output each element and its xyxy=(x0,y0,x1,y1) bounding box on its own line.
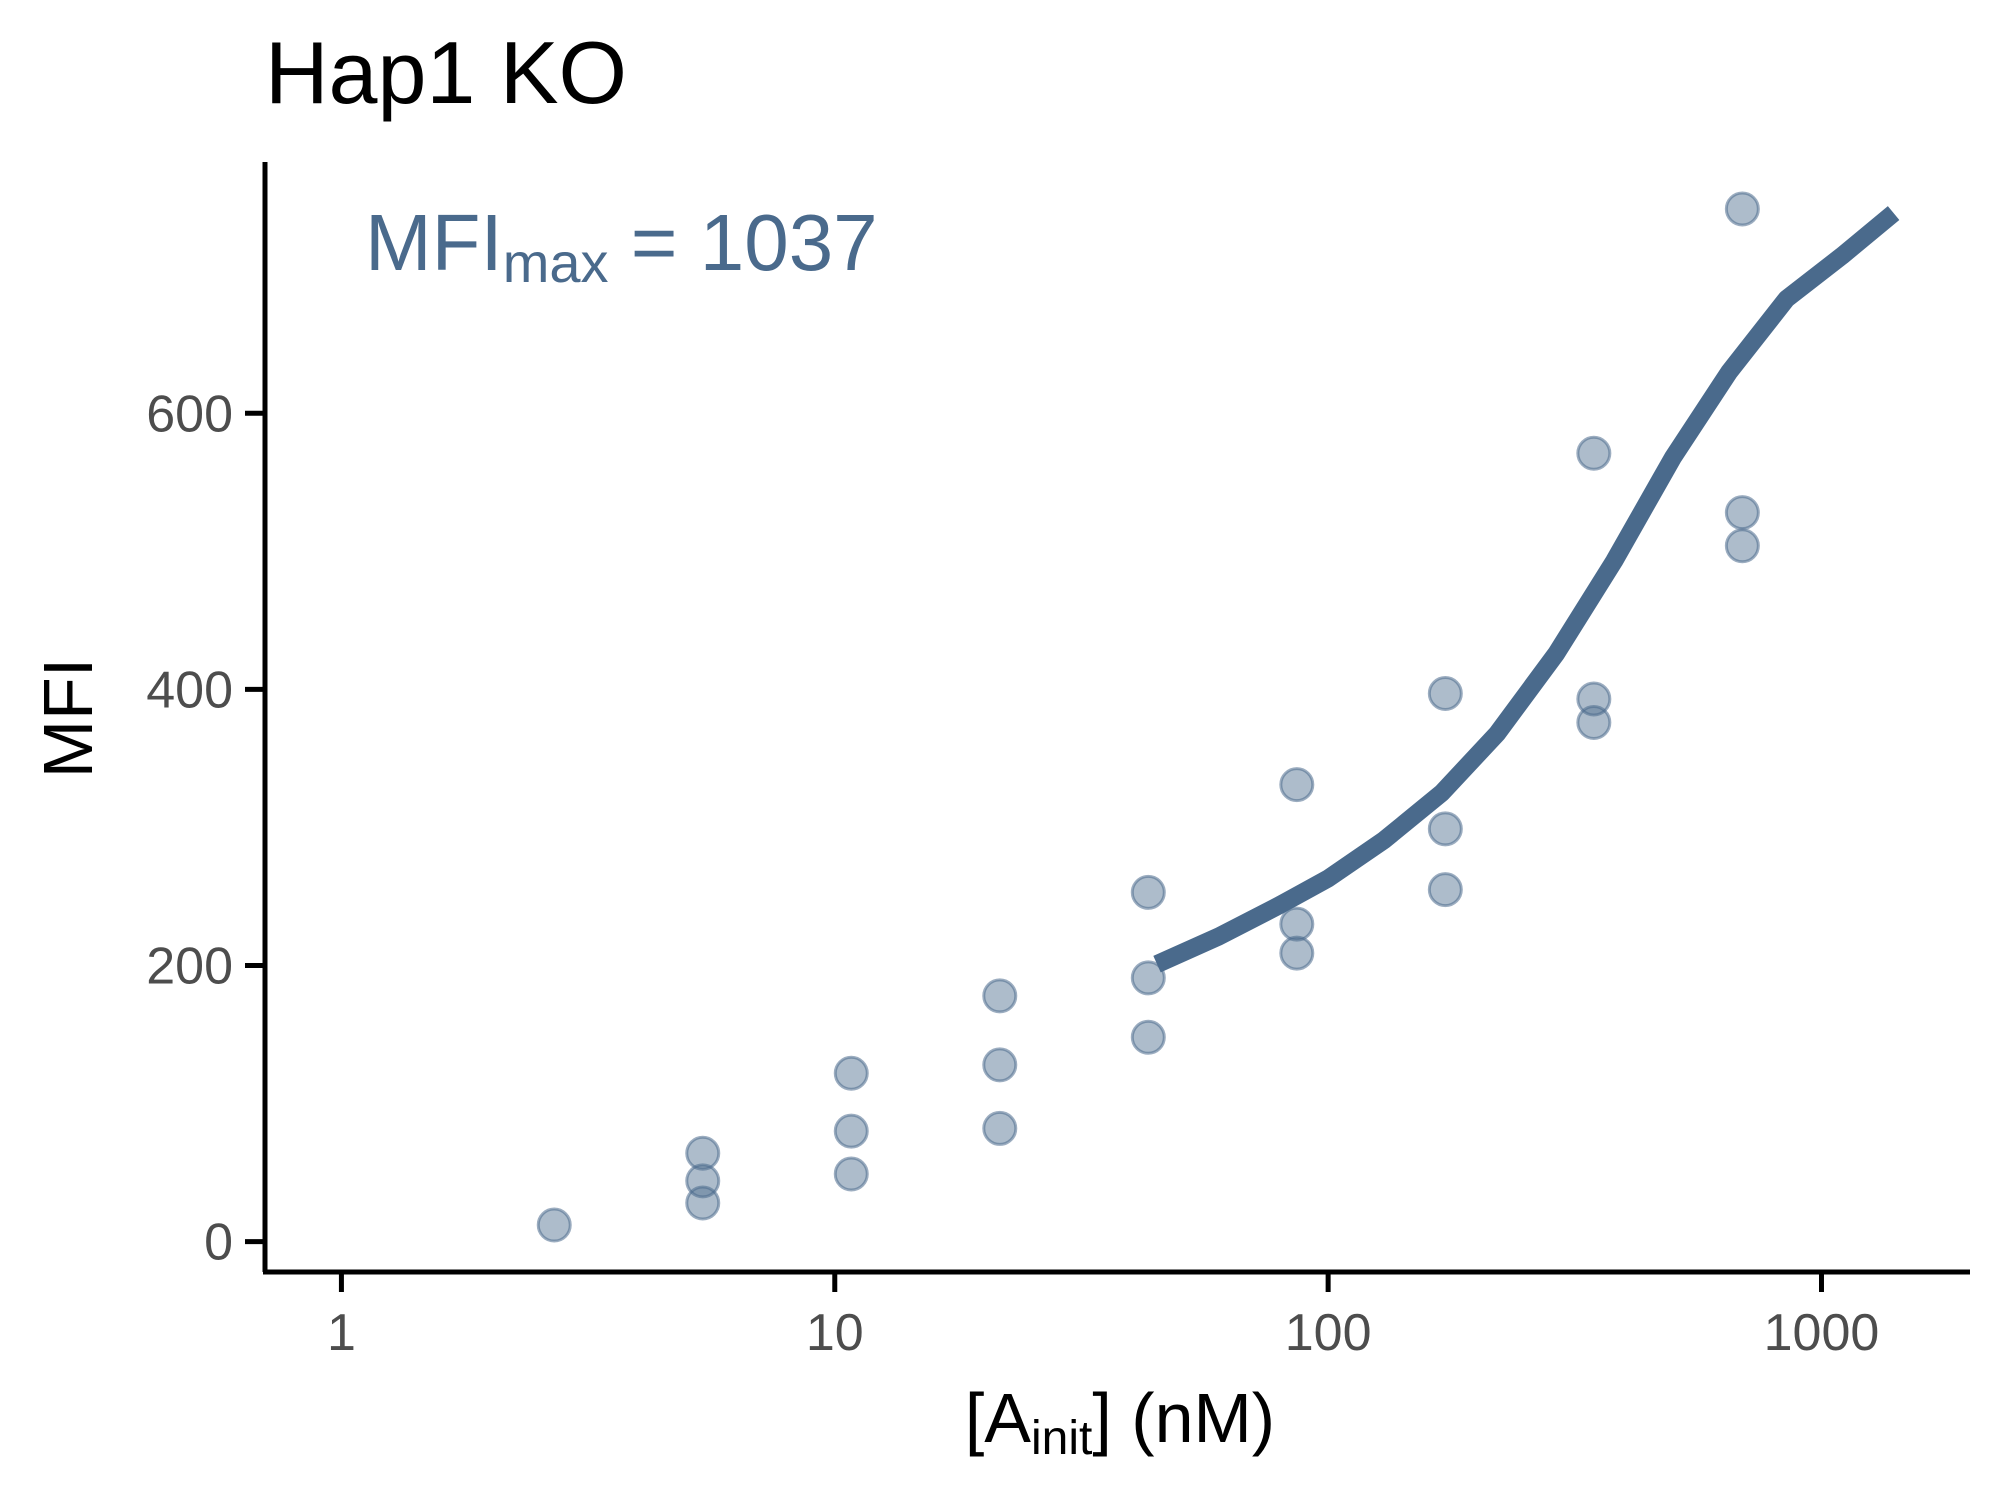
data-point xyxy=(1279,935,1315,971)
data-point xyxy=(1576,681,1612,717)
y-tick-label: 0 xyxy=(204,1214,233,1272)
data-point xyxy=(1724,528,1760,564)
annotation-sub: max xyxy=(503,231,609,294)
data-point xyxy=(833,1055,869,1091)
data-points xyxy=(536,191,1760,1243)
x-axis-label: [Ainit] (nM) xyxy=(965,1379,1275,1465)
chart-title: Hap1 KO xyxy=(265,23,627,122)
annotation-rest: = 1037 xyxy=(609,198,878,287)
annotation-main: MFI xyxy=(365,198,503,287)
fit-line xyxy=(1153,206,1900,973)
x-axis-label-end: ] (nM) xyxy=(1092,1379,1275,1457)
y-tick-label: 400 xyxy=(146,661,233,719)
x-axis-label-sub: init xyxy=(1031,1412,1092,1465)
data-point xyxy=(1130,874,1166,910)
x-ticks: 1 10 100 1000 xyxy=(327,1272,1879,1362)
data-point xyxy=(1130,1019,1166,1055)
data-point xyxy=(685,1163,721,1199)
data-point xyxy=(1576,435,1612,471)
data-point xyxy=(833,1113,869,1149)
y-tick-label: 200 xyxy=(146,938,233,996)
data-point xyxy=(1724,191,1760,227)
data-point xyxy=(982,1110,1018,1146)
y-ticks: 0 200 400 600 xyxy=(146,385,265,1272)
axes xyxy=(262,162,1970,1275)
x-tick-label: 100 xyxy=(1285,1304,1372,1362)
data-point xyxy=(982,1047,1018,1083)
data-point xyxy=(685,1135,721,1171)
data-point xyxy=(833,1156,869,1192)
fit-curve xyxy=(1153,206,1900,973)
x-tick-label: 1 xyxy=(327,1304,356,1362)
x-axis-label-main: [A xyxy=(965,1379,1031,1457)
data-point xyxy=(1279,767,1315,803)
data-point xyxy=(1724,495,1760,531)
mfi-max-annotation: MFImax = 1037 xyxy=(365,198,878,294)
data-point xyxy=(982,978,1018,1014)
data-point xyxy=(1427,811,1463,847)
y-axis-label: MFI xyxy=(29,658,107,779)
data-point xyxy=(1279,906,1315,942)
y-tick-label: 600 xyxy=(146,385,233,443)
data-point xyxy=(1427,872,1463,908)
x-tick-label: 1000 xyxy=(1764,1304,1880,1362)
data-point xyxy=(1130,960,1166,996)
data-point xyxy=(536,1207,572,1243)
data-point xyxy=(1427,676,1463,712)
x-tick-label: 10 xyxy=(806,1304,864,1362)
